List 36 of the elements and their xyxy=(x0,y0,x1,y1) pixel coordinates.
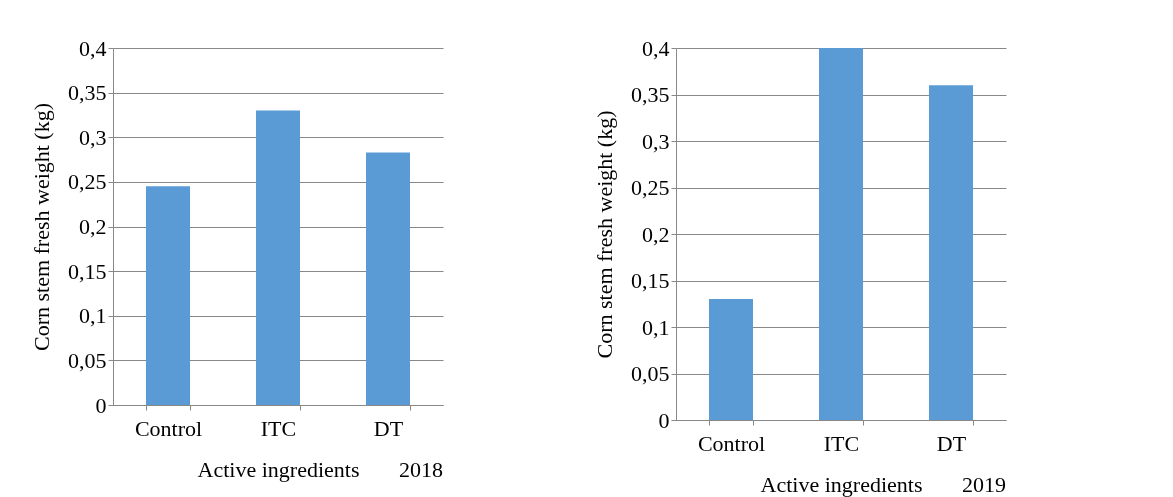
y-tick-label: 0,1 xyxy=(642,314,670,340)
bar xyxy=(256,110,300,405)
x-tick-label: Control xyxy=(134,415,203,441)
bar xyxy=(709,299,753,420)
x-tick-label: DT xyxy=(373,415,404,441)
text: 2019 xyxy=(962,472,1006,497)
bar xyxy=(819,48,863,420)
x-axis-title: Active ingredients xyxy=(760,471,923,497)
y-tick-label: 0,35 xyxy=(631,82,670,107)
y-tick-label: 0,2 xyxy=(642,221,670,247)
y-tick-label: 0,1 xyxy=(79,303,107,329)
y-tick-label: 0,15 xyxy=(68,258,107,284)
y-tick-label: 0,05 xyxy=(68,347,107,373)
bar xyxy=(146,186,190,405)
x-axis-title: Active ingredients xyxy=(197,456,360,482)
y-tick-label: 0,2 xyxy=(79,214,107,239)
x-tick-label: ITC xyxy=(260,415,297,441)
y-tick-label: 0,3 xyxy=(79,124,107,150)
y-tick-label: 0,05 xyxy=(631,361,670,386)
bar xyxy=(929,85,973,420)
y-tick-label: 0,4 xyxy=(642,35,670,61)
y-tick-label: 0,35 xyxy=(68,80,107,106)
y-tick-label: 0 xyxy=(658,407,670,433)
y-tick-label: 0 xyxy=(95,392,107,418)
y-tick-label: 0,15 xyxy=(631,268,670,293)
y-tick-label: 0,4 xyxy=(79,35,107,61)
x-tick-label: Control xyxy=(697,430,766,456)
text: 2018 xyxy=(399,457,443,482)
y-axis-title: Corn stem fresh weight (kg) xyxy=(592,110,617,359)
y-tick-label: 0,3 xyxy=(642,128,670,154)
x-tick-label: DT xyxy=(936,430,967,456)
x-tick-label: ITC xyxy=(823,430,860,456)
y-tick-label: 0,25 xyxy=(631,175,670,200)
y-axis-title: Corn stem fresh weight (kg) xyxy=(29,102,54,352)
bar xyxy=(366,152,410,405)
y-tick-label: 0,25 xyxy=(68,169,107,195)
